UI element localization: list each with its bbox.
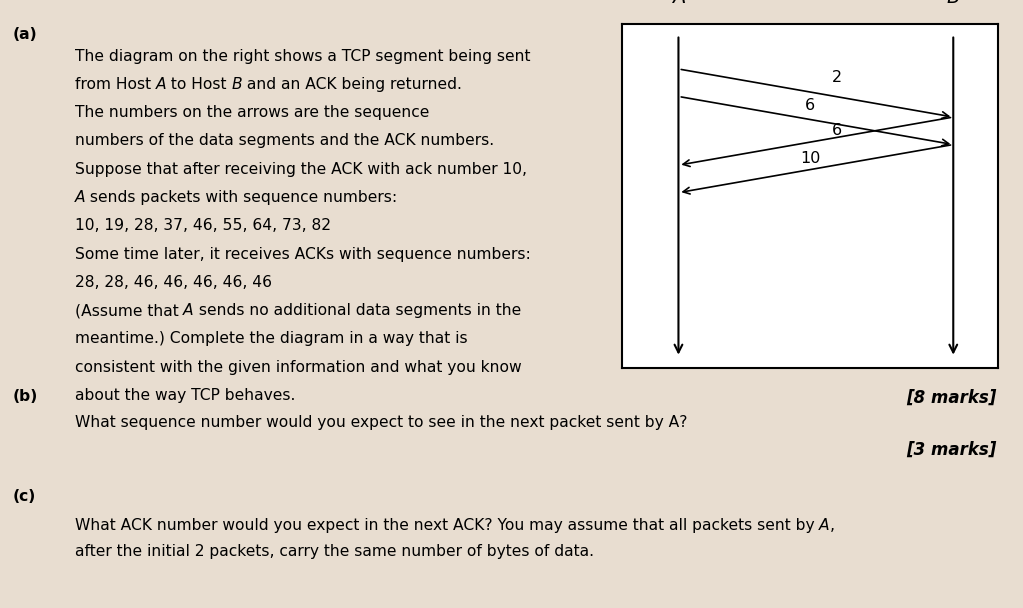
Text: 10, 19, 28, 37, 46, 55, 64, 73, 82: 10, 19, 28, 37, 46, 55, 64, 73, 82 <box>75 218 330 233</box>
Text: [3 marks]: [3 marks] <box>906 441 996 459</box>
Text: meantime.) Complete the diagram in a way that is: meantime.) Complete the diagram in a way… <box>75 331 468 347</box>
Text: and an ACK being returned.: and an ACK being returned. <box>242 77 462 92</box>
Text: [8 marks]: [8 marks] <box>906 389 996 407</box>
Text: A: A <box>155 77 167 92</box>
Text: ,: , <box>830 518 835 533</box>
Text: (b): (b) <box>12 389 38 404</box>
Text: A: A <box>672 0 685 7</box>
Text: 6: 6 <box>832 123 842 138</box>
Text: numbers of the data segments and the ACK numbers.: numbers of the data segments and the ACK… <box>75 134 494 148</box>
Text: Some time later, it receives ACKs with sequence numbers:: Some time later, it receives ACKs with s… <box>75 247 531 261</box>
Text: Suppose that after receiving the ACK with ack number 10,: Suppose that after receiving the ACK wit… <box>75 162 527 177</box>
Text: (a): (a) <box>12 27 37 43</box>
Text: B: B <box>946 0 960 7</box>
Text: 10: 10 <box>800 151 820 166</box>
Text: 2: 2 <box>832 70 842 85</box>
Text: A: A <box>75 190 85 205</box>
Text: from Host: from Host <box>75 77 155 92</box>
Text: sends packets with sequence numbers:: sends packets with sequence numbers: <box>85 190 397 205</box>
Text: The diagram on the right shows a TCP segment being sent: The diagram on the right shows a TCP seg… <box>75 49 530 64</box>
Text: about the way TCP behaves.: about the way TCP behaves. <box>75 388 295 403</box>
Text: consistent with the given information and what you know: consistent with the given information an… <box>75 359 522 375</box>
Text: (c): (c) <box>12 489 36 505</box>
Text: What ACK number would you expect in the next ACK? You may assume that all packet: What ACK number would you expect in the … <box>75 518 819 533</box>
Text: to Host: to Host <box>167 77 231 92</box>
Text: What sequence number would you expect to see in the next packet sent by A?: What sequence number would you expect to… <box>75 415 687 430</box>
Text: sends no additional data segments in the: sends no additional data segments in the <box>194 303 521 318</box>
Text: after the initial 2 packets, carry the same number of bytes of data.: after the initial 2 packets, carry the s… <box>75 544 593 559</box>
Text: B: B <box>231 77 242 92</box>
Text: (Assume that: (Assume that <box>75 303 183 318</box>
Text: A: A <box>819 518 830 533</box>
Text: A: A <box>183 303 194 318</box>
Text: 28, 28, 46, 46, 46, 46, 46: 28, 28, 46, 46, 46, 46, 46 <box>75 275 272 290</box>
Text: The numbers on the arrows are the sequence: The numbers on the arrows are the sequen… <box>75 105 429 120</box>
Text: 6: 6 <box>805 97 815 112</box>
